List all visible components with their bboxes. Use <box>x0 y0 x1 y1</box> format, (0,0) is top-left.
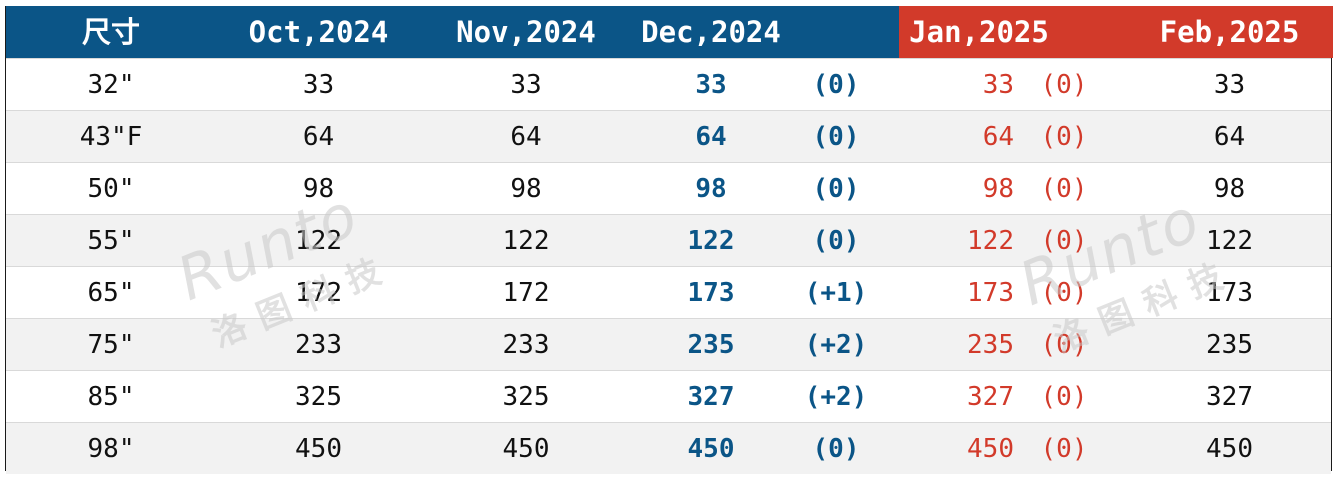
cell-feb: 173 <box>1206 278 1253 308</box>
cell-dec: 327 <box>687 382 735 412</box>
cell-dec: 98 <box>695 174 727 204</box>
header-feb: Feb,2025 <box>1159 15 1300 49</box>
cell-dec-chg: (0) <box>812 174 860 204</box>
cell-jan-chg: (0) <box>1040 122 1088 152</box>
cell-nov: 172 <box>502 278 550 308</box>
table-row: 50" 98 98 98 (0) 98 (0) 98 <box>6 162 1331 214</box>
cell-dec: 33 <box>695 70 727 100</box>
cell-feb: 450 <box>1206 434 1253 464</box>
cell-oct: 325 <box>295 382 342 412</box>
table-row: 98" 450 450 450 (0) 450 (0) 450 <box>6 422 1331 474</box>
cell-nov: 98 <box>510 174 542 204</box>
cell-dec-chg: (+1) <box>804 278 868 308</box>
cell-feb: 98 <box>1213 174 1246 204</box>
table-row: 75" 233 233 235 (+2) 235 (0) 235 <box>6 318 1331 370</box>
cell-dec-chg: (0) <box>812 70 860 100</box>
cell-nov: 325 <box>502 382 550 412</box>
cell-jan-chg: (0) <box>1040 278 1088 308</box>
cell-jan: 64 <box>982 122 1014 152</box>
cell-jan: 450 <box>967 434 1014 464</box>
header-oct: Oct,2024 <box>248 15 389 49</box>
cell-size: 65" <box>87 278 135 308</box>
cell-size: 50" <box>87 174 135 204</box>
cell-nov: 64 <box>510 122 542 152</box>
cell-size: 98" <box>87 434 135 464</box>
table-row: 65" 172 172 173 (+1) 173 (0) 173 <box>6 266 1331 318</box>
header-blue-band <box>6 6 899 58</box>
cell-dec-chg: (+2) <box>804 382 868 412</box>
table-row: 43"F 64 64 64 (0) 64 (0) 64 <box>6 110 1331 162</box>
cell-dec: 64 <box>695 122 727 152</box>
cell-feb: 33 <box>1213 70 1246 100</box>
header-dec: Dec,2024 <box>641 15 781 49</box>
cell-jan-chg: (0) <box>1040 226 1088 256</box>
cell-jan: 235 <box>967 330 1014 360</box>
cell-jan-chg: (0) <box>1040 174 1088 204</box>
cell-dec: 235 <box>687 330 735 360</box>
cell-oct: 172 <box>295 278 342 308</box>
table-header: 尺寸 Oct,2024 Nov,2024 Dec,2024 Jan,2025 F… <box>6 6 1333 58</box>
cell-feb: 235 <box>1206 330 1253 360</box>
price-table: 尺寸 Oct,2024 Nov,2024 Dec,2024 Jan,2025 F… <box>5 6 1333 474</box>
cell-oct: 98 <box>302 174 335 204</box>
cell-dec-chg: (0) <box>812 226 860 256</box>
cell-nov: 122 <box>502 226 550 256</box>
table-row: 55" 122 122 122 (0) 122 (0) 122 <box>6 214 1331 266</box>
cell-jan-chg: (0) <box>1040 382 1088 412</box>
cell-feb: 327 <box>1206 382 1253 412</box>
cell-oct: 33 <box>302 70 335 100</box>
header-red-band <box>899 6 1333 58</box>
cell-nov: 33 <box>510 70 542 100</box>
cell-jan-chg: (0) <box>1040 330 1088 360</box>
cell-size: 32" <box>87 70 135 100</box>
cell-oct: 450 <box>295 434 342 464</box>
cell-size: 75" <box>87 330 135 360</box>
table-row: 32" 33 33 33 (0) 33 (0) 33 <box>6 58 1331 110</box>
cell-jan: 122 <box>967 226 1014 256</box>
header-size: 尺寸 <box>81 15 140 49</box>
cell-size: 55" <box>87 226 135 256</box>
cell-oct: 122 <box>295 226 342 256</box>
cell-dec-chg: (+2) <box>804 330 868 360</box>
cell-dec: 122 <box>687 226 735 256</box>
cell-jan-chg: (0) <box>1040 70 1088 100</box>
cell-nov: 233 <box>502 330 550 360</box>
cell-jan: 98 <box>982 174 1014 204</box>
cell-dec: 173 <box>687 278 735 308</box>
cell-jan-chg: (0) <box>1040 434 1088 464</box>
table-row: 85" 325 325 327 (+2) 327 (0) 327 <box>6 370 1331 422</box>
cell-feb: 122 <box>1206 226 1253 256</box>
cell-size: 43"F <box>79 122 143 152</box>
cell-dec-chg: (0) <box>812 434 860 464</box>
cell-nov: 450 <box>502 434 550 464</box>
cell-oct: 233 <box>295 330 342 360</box>
cell-oct: 64 <box>302 122 335 152</box>
cell-jan: 173 <box>967 278 1014 308</box>
cell-size: 85" <box>87 382 135 412</box>
cell-dec: 450 <box>687 434 735 464</box>
cell-feb: 64 <box>1213 122 1246 152</box>
header-nov: Nov,2024 <box>456 15 596 49</box>
cell-jan: 33 <box>982 70 1014 100</box>
cell-jan: 327 <box>967 382 1014 412</box>
cell-dec-chg: (0) <box>812 122 860 152</box>
header-jan: Jan,2025 <box>909 15 1049 49</box>
